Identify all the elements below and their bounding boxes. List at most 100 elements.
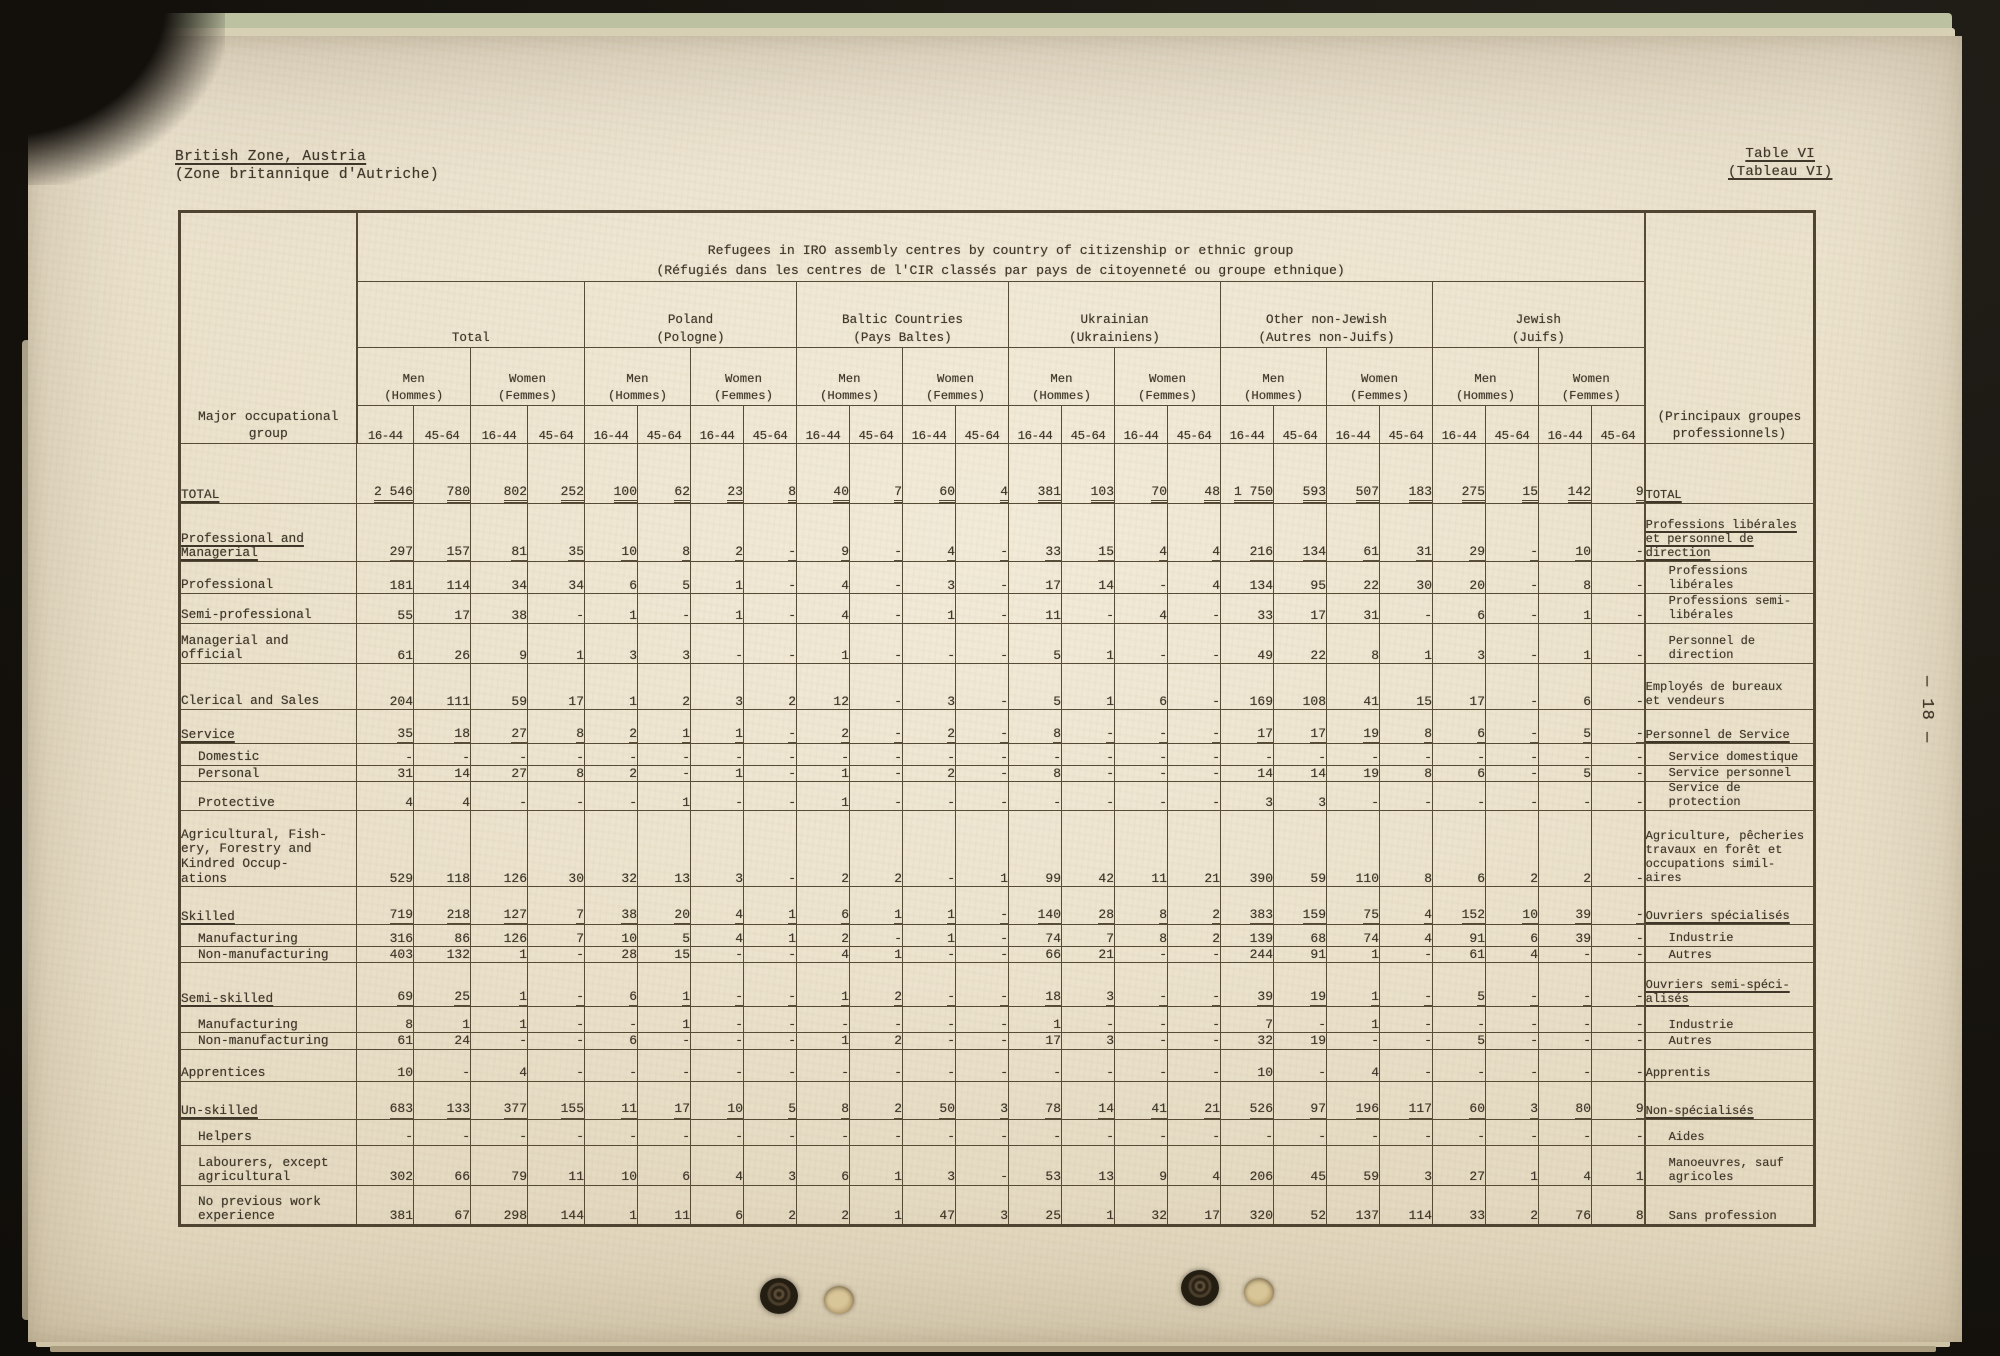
cell-value: - bbox=[1530, 544, 1538, 561]
data-cell: - bbox=[743, 623, 797, 664]
data-cell: - bbox=[955, 561, 1009, 594]
data-cell: 60 bbox=[1432, 1080, 1486, 1120]
data-cell: 38 bbox=[584, 886, 638, 926]
age-header: 45-64 bbox=[413, 405, 471, 444]
data-cell: 10 bbox=[584, 503, 638, 562]
cell-value: - bbox=[1318, 749, 1326, 765]
cell-value: - bbox=[1424, 1129, 1432, 1145]
data-cell: - bbox=[690, 1118, 744, 1146]
data-cell: - bbox=[527, 962, 585, 1008]
data-cell: - bbox=[470, 743, 528, 766]
cell-value: - bbox=[894, 794, 902, 810]
data-cell: 12 bbox=[796, 663, 850, 710]
data-cell: - bbox=[955, 962, 1009, 1008]
cell-value: 1 bbox=[682, 726, 690, 743]
age-header: 16-44 bbox=[584, 405, 638, 444]
cell-value: 1 bbox=[735, 577, 743, 593]
data-cell: 183 bbox=[1379, 443, 1433, 504]
cell-value: 108 bbox=[1302, 693, 1326, 709]
data-cell: 1 bbox=[849, 1144, 903, 1186]
data-cell: - bbox=[902, 946, 956, 964]
data-cell: 1 bbox=[849, 946, 903, 964]
cell-value: 30 bbox=[1416, 577, 1432, 593]
cell-value: - bbox=[1000, 647, 1008, 663]
data-cell: - bbox=[1379, 962, 1433, 1008]
data-cell: - bbox=[1326, 743, 1380, 766]
age-header: 16-44 bbox=[356, 405, 414, 444]
data-cell: 61 bbox=[356, 623, 414, 664]
data-cell: - bbox=[1167, 1118, 1221, 1146]
data-cell: 7 bbox=[849, 443, 903, 504]
cell-value: 17 bbox=[568, 693, 584, 709]
cell-value: 33 bbox=[1469, 1208, 1485, 1224]
cell-value: - bbox=[519, 794, 527, 810]
cell-value: 76 bbox=[1575, 1208, 1591, 1224]
age-header: 16-44 bbox=[796, 405, 850, 444]
data-cell: 29 bbox=[1432, 503, 1486, 562]
cell-value: - bbox=[629, 1129, 637, 1145]
cell-value: 8 bbox=[576, 726, 584, 743]
cell-value: 9 bbox=[841, 544, 849, 561]
cell-value: 2 bbox=[894, 1033, 902, 1049]
cell-value: - bbox=[1635, 989, 1644, 1007]
data-cell: - bbox=[849, 593, 903, 624]
cell-value: 19 bbox=[1310, 989, 1326, 1007]
data-cell: 19 bbox=[1273, 1032, 1327, 1050]
data-cell: - bbox=[902, 1006, 956, 1034]
cell-value: 1 bbox=[1371, 947, 1379, 963]
data-cell: - bbox=[637, 1048, 691, 1082]
cell-value: 18 bbox=[454, 726, 470, 743]
data-cell: - bbox=[1114, 946, 1168, 964]
data-cell: 8 bbox=[796, 1080, 850, 1120]
data-cell: - bbox=[849, 503, 903, 562]
page-stack-edge-left bbox=[22, 340, 31, 1320]
data-cell: 3 bbox=[955, 1184, 1009, 1226]
cell-value: 25 bbox=[1045, 1208, 1061, 1224]
cell-value: 4 bbox=[1583, 1169, 1591, 1185]
data-cell: 137 bbox=[1326, 1184, 1380, 1226]
cell-value: - bbox=[1635, 794, 1644, 810]
cell-value: 11 bbox=[1151, 870, 1167, 886]
data-cell: - bbox=[743, 781, 797, 812]
data-cell: - bbox=[849, 764, 903, 783]
data-cell: 4 bbox=[1379, 886, 1433, 926]
cell-value: - bbox=[629, 1065, 637, 1081]
data-cell: 3 bbox=[743, 1144, 797, 1186]
page-number: — 18 — bbox=[1917, 676, 1936, 744]
data-cell: - bbox=[1485, 709, 1539, 744]
cell-value: - bbox=[788, 1017, 796, 1033]
data-cell: 526 bbox=[1220, 1080, 1274, 1120]
cell-value: - bbox=[894, 766, 902, 781]
data-cell: 18 bbox=[413, 709, 471, 744]
cell-value: 103 bbox=[1090, 484, 1114, 503]
data-cell: 6 bbox=[690, 1184, 744, 1226]
cell-value: 181 bbox=[389, 577, 413, 593]
cell-value: 132 bbox=[446, 947, 470, 963]
data-cell: 81 bbox=[470, 503, 528, 562]
col-group-name-en: Poland bbox=[667, 312, 714, 327]
cell-value: 275 bbox=[1461, 484, 1485, 503]
cell-value: 95 bbox=[1310, 577, 1326, 593]
cell-value: 133 bbox=[446, 1102, 470, 1119]
cell-value: 14 bbox=[1098, 577, 1114, 593]
cell-value: 1 bbox=[788, 907, 796, 925]
punch-hole-icon bbox=[824, 1286, 854, 1314]
data-cell: 17 bbox=[1273, 709, 1327, 744]
right-column-header: (Principaux groupes professionnels) bbox=[1643, 211, 1816, 444]
cell-value: - bbox=[576, 794, 584, 810]
fr-occupation-label: Personnel de direction bbox=[1643, 623, 1816, 664]
data-cell: - bbox=[470, 781, 528, 812]
data-cell: 4 bbox=[1326, 1048, 1380, 1082]
cell-value: 3 bbox=[1000, 1208, 1008, 1224]
data-cell: - bbox=[413, 1048, 471, 1082]
data-cell: - bbox=[955, 623, 1009, 664]
data-cell: 8 bbox=[1008, 709, 1062, 744]
data-cell: 244 bbox=[1220, 946, 1274, 964]
cell-value: 1 bbox=[841, 647, 849, 663]
data-cell: - bbox=[527, 1048, 585, 1082]
cell-value: 4 bbox=[462, 794, 470, 810]
cell-value: 218 bbox=[446, 907, 470, 925]
cell-value: - bbox=[405, 749, 413, 765]
data-cell: 1 bbox=[690, 593, 744, 624]
cell-value: 15 bbox=[1416, 693, 1432, 709]
